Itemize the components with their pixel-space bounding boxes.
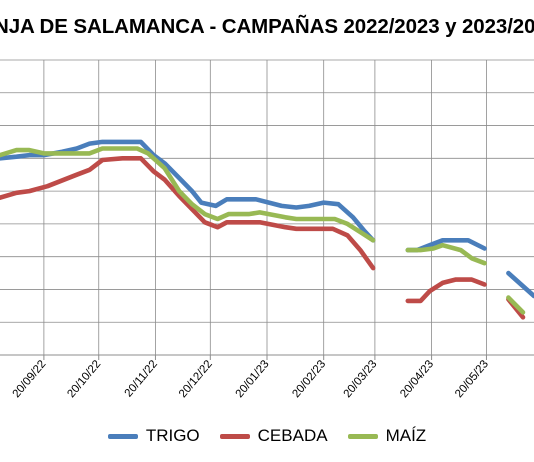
legend-item-cebada: CEBADA — [219, 426, 328, 446]
x-tick-label: 20/02/23 — [290, 358, 328, 400]
x-tick-label: 20/10/22 — [65, 358, 103, 400]
x-tick-label: 20/12/22 — [177, 358, 215, 400]
x-tick-label: 20/05/23 — [453, 358, 491, 400]
legend-label-maiz: MAÍZ — [385, 426, 427, 445]
x-tick-label: 20/03/23 — [342, 358, 380, 400]
legend-label-trigo: TRIGO — [145, 426, 200, 445]
axes — [0, 354, 534, 360]
chart-title: NJA DE SALAMANCA - CAMPAÑAS 2022/2023 y … — [0, 15, 534, 38]
legend-swatch-maiz — [347, 433, 378, 439]
gridlines — [0, 59, 534, 355]
x-tick-label: 20/04/23 — [398, 358, 436, 400]
series-lines — [0, 139, 534, 320]
legend-swatch-trigo — [107, 433, 138, 439]
legend-label-cebada: CEBADA — [257, 426, 328, 445]
legend-swatch-cebada — [219, 433, 250, 439]
x-tick-label: 20/09/22 — [11, 358, 49, 400]
series-line-maiz-1 — [0, 146, 376, 243]
series-line-cebada-2 — [405, 277, 487, 304]
series-line-maiz-3 — [506, 295, 526, 315]
x-tick-labels: 20/09/22 20/10/22 20/11/22 20/12/22 20/01/23… — [11, 358, 492, 400]
x-tick-label: 20/11/22 — [123, 358, 160, 399]
legend-item-maiz: MAÍZ — [347, 426, 427, 446]
legend-item-trigo: TRIGO — [107, 426, 200, 446]
x-tick-label: 20/01/23 — [234, 358, 272, 400]
series-line-trigo-3 — [506, 270, 534, 299]
legend: TRIGO CEBADA MAÍZ — [0, 426, 534, 446]
series-line-cebada-1 — [0, 156, 376, 271]
series-line-maiz-2 — [405, 242, 487, 266]
